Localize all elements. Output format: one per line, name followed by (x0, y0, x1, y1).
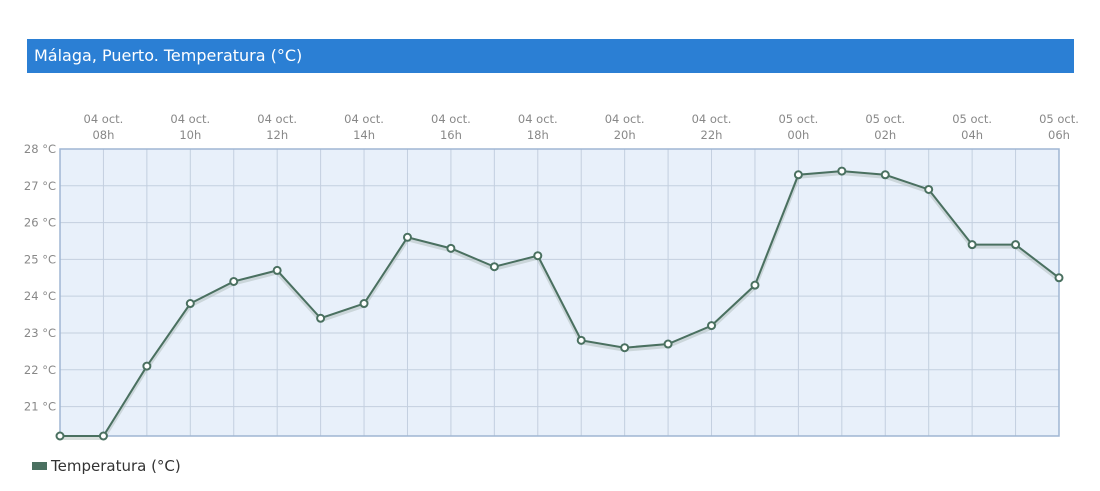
data-point (272, 265, 282, 275)
data-point (1011, 240, 1021, 250)
x-tick-label-hour: 18h (527, 128, 549, 142)
x-tick-label-hour: 14h (353, 128, 375, 142)
x-tick-label-date: 04 oct. (692, 112, 732, 126)
x-tick-label-date: 04 oct. (84, 112, 124, 126)
data-point (185, 299, 195, 309)
data-point (967, 240, 977, 250)
x-tick-label-hour: 06h (1048, 128, 1070, 142)
data-point (793, 170, 803, 180)
data-point (750, 280, 760, 290)
data-point (489, 262, 499, 272)
x-tick-label-date: 04 oct. (257, 112, 297, 126)
data-point (55, 431, 65, 441)
y-tick-label: 27 °C (24, 179, 56, 193)
data-point (446, 243, 456, 253)
y-tick-label: 26 °C (24, 216, 56, 230)
x-tick-label-date: 04 oct. (431, 112, 471, 126)
data-point (229, 276, 239, 286)
data-point (142, 361, 152, 371)
y-tick-label: 22 °C (24, 363, 56, 377)
x-tick-label-hour: 10h (179, 128, 201, 142)
x-tick-label-date: 05 oct. (952, 112, 992, 126)
data-point (576, 335, 586, 345)
x-tick-label-hour: 08h (92, 128, 114, 142)
y-tick-label: 25 °C (24, 252, 56, 266)
y-tick-label: 28 °C (24, 142, 56, 156)
data-point (620, 343, 630, 353)
data-point (98, 431, 108, 441)
data-point (1054, 273, 1064, 283)
x-tick-label-hour: 16h (440, 128, 462, 142)
chart-title: Málaga, Puerto. Temperatura (°C) (34, 46, 303, 65)
legend-swatch (32, 462, 47, 470)
y-tick-label: 24 °C (24, 289, 56, 303)
x-tick-label-hour: 00h (787, 128, 809, 142)
x-tick-label-hour: 12h (266, 128, 288, 142)
data-point (880, 170, 890, 180)
x-tick-label-date: 04 oct. (170, 112, 210, 126)
x-tick-label-date: 05 oct. (778, 112, 818, 126)
chart-title-bar: Málaga, Puerto. Temperatura (°C) (27, 39, 1074, 73)
series-line (60, 170, 1060, 437)
x-tick-label-hour: 20h (614, 128, 636, 142)
x-tick-label-date: 05 oct. (1039, 112, 1079, 126)
x-tick-label-date: 04 oct. (605, 112, 645, 126)
y-tick-label: 21 °C (24, 400, 56, 414)
x-tick-label-hour: 04h (961, 128, 983, 142)
x-tick-label-date: 05 oct. (865, 112, 905, 126)
plot-border (59, 148, 1060, 437)
data-point (663, 339, 673, 349)
legend[interactable]: Temperatura (°C) (32, 457, 181, 475)
x-tick-label-hour: 22h (701, 128, 723, 142)
data-point (707, 321, 717, 331)
y-tick-label: 23 °C (24, 326, 56, 340)
data-point (837, 166, 847, 176)
data-point (316, 313, 326, 323)
x-tick-label-date: 04 oct. (344, 112, 384, 126)
legend-label: Temperatura (°C) (51, 457, 181, 475)
data-point (359, 299, 369, 309)
plot-area (60, 149, 1059, 436)
x-tick-label-hour: 02h (874, 128, 896, 142)
data-point (924, 184, 934, 194)
x-tick-label-date: 04 oct. (518, 112, 558, 126)
data-point (533, 251, 543, 261)
data-point (402, 232, 412, 242)
